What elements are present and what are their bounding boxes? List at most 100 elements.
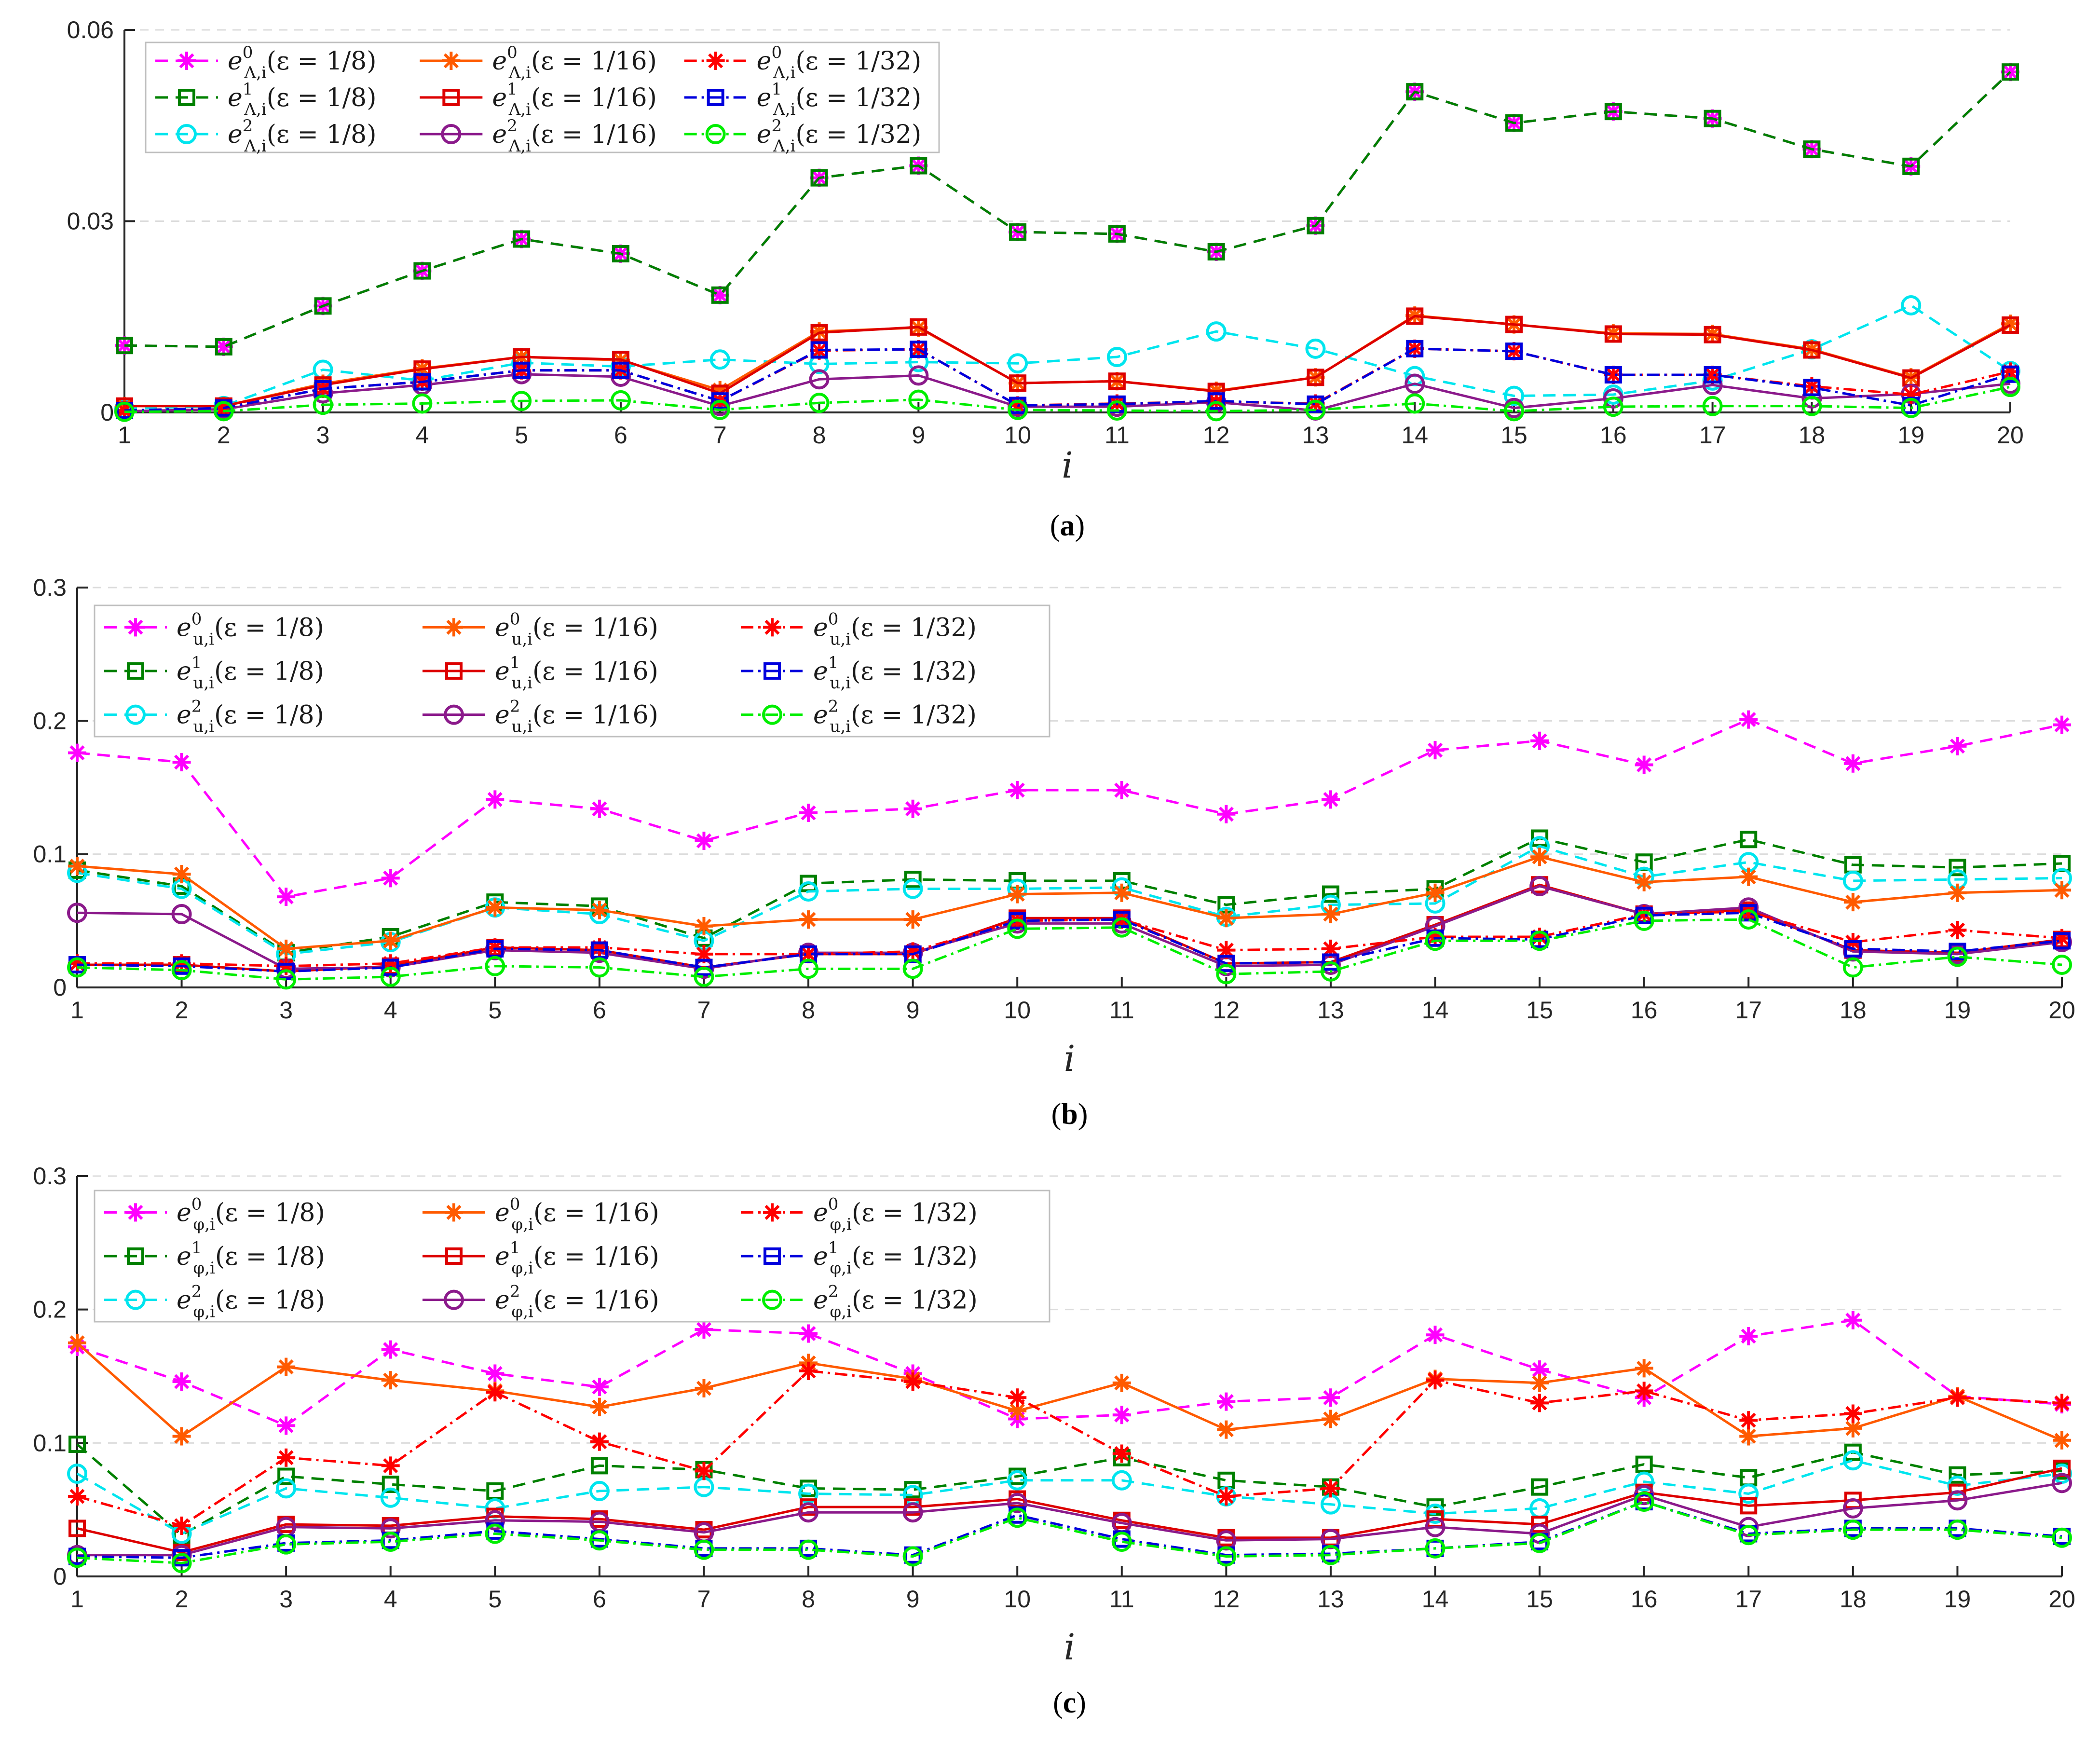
data-point: [2053, 715, 2071, 734]
legend-entry-e2_eps32: e2 u,i(ε = 1/32): [741, 697, 977, 737]
legend-label-e: e: [177, 701, 191, 730]
data-point: [1803, 140, 1821, 158]
legend-entry-e2_eps8: e2 φ,i(ε = 1/8): [104, 1282, 325, 1322]
x-tick-label: 13: [1302, 422, 1329, 449]
series-line: [77, 1481, 2062, 1557]
data-point: [2053, 1431, 2071, 1450]
data-point: [1843, 1419, 1862, 1438]
legend-label-sub: u,i: [830, 673, 851, 693]
data-point: [903, 799, 922, 818]
data-point: [1217, 941, 1236, 959]
data-point: [810, 341, 828, 359]
data-point: [908, 365, 929, 386]
data-point: [1803, 379, 1821, 397]
legend-label-sup: 1: [771, 80, 782, 99]
data-point: [1007, 1507, 1028, 1528]
data-point: [277, 1357, 296, 1376]
series-e0_eps16: [68, 1333, 2071, 1450]
legend-label-e: e: [813, 613, 828, 642]
data-point: [513, 230, 531, 248]
legend-entry-e2_eps8: e2 Λ,i(ε = 1/8): [155, 116, 377, 156]
data-point: [1634, 1471, 1654, 1492]
legend-label-sup: 2: [510, 1282, 520, 1301]
legend-entry-e0_eps16: e0 φ,i(ε = 1/16): [423, 1194, 659, 1234]
legend-label-sup: 0: [828, 1194, 839, 1214]
data-point: [1112, 1373, 1131, 1392]
data-point: [1426, 1326, 1445, 1344]
legend-label-e: e: [228, 120, 243, 149]
caption-letter: c: [1063, 1686, 1077, 1719]
legend-label: e0 φ,i(ε = 1/8): [177, 1194, 325, 1234]
data-point: [2001, 362, 2019, 381]
data-point: [1108, 225, 1126, 243]
legend-swatch-marker: [762, 704, 782, 725]
data-point: [277, 1467, 295, 1485]
x-axis-label: i: [1062, 445, 1073, 486]
data-point: [1738, 1525, 1759, 1546]
series-e0_eps32: [68, 902, 2071, 975]
x-tick-label: 7: [697, 997, 711, 1024]
x-tick-label: 5: [488, 1586, 502, 1613]
data-point: [694, 966, 714, 987]
legend-label-sub: Λ,i: [773, 100, 795, 119]
x-tick-label: 8: [802, 997, 815, 1024]
legend-label-sup: 1: [507, 80, 518, 99]
legend-label-sup: 2: [191, 697, 202, 716]
data-point: [1635, 1382, 1653, 1400]
legend-entry-e2_eps8: e2 u,i(ε = 1/8): [104, 697, 324, 737]
data-point: [2053, 929, 2071, 947]
data-point: [1702, 396, 1723, 416]
legend-entry-e2_eps16: e2 Λ,i(ε = 1/16): [420, 116, 657, 156]
legend-label-sub: Λ,i: [773, 137, 795, 156]
data-point: [1635, 1359, 1653, 1378]
legend-label-e: e: [177, 657, 191, 686]
data-point: [1112, 1406, 1131, 1424]
legend-label-eps: (ε = 1/16): [531, 47, 657, 76]
legend-swatch-marker: [177, 52, 196, 70]
data-point: [710, 286, 729, 304]
legend-label-e: e: [495, 657, 510, 686]
data-point: [213, 401, 234, 422]
data-point: [1947, 1520, 1968, 1540]
data-point: [810, 324, 828, 342]
legend-entry-e2_eps32: e2 Λ,i(ε = 1/32): [684, 116, 921, 156]
legend-swatch-marker: [442, 89, 460, 106]
legend-label: e2 u,i(ε = 1/16): [495, 697, 658, 737]
data-point: [1322, 885, 1339, 903]
data-point: [612, 245, 629, 262]
data-point: [1949, 859, 1966, 876]
data-point: [171, 904, 192, 925]
x-tick-label: 10: [1004, 422, 1031, 449]
legend-label-eps: (ε = 1/32): [795, 47, 921, 76]
legend-label-eps: (ε = 1/16): [533, 1198, 659, 1227]
data-point: [1530, 848, 1549, 866]
data-point: [1902, 157, 1920, 175]
data-point: [809, 393, 830, 413]
data-point: [810, 169, 828, 187]
legend-entry-e2_eps16: e2 u,i(ε = 1/16): [423, 697, 658, 737]
data-point: [485, 1523, 505, 1544]
data-point: [590, 799, 609, 818]
legend-label-eps: (ε = 1/32): [851, 657, 977, 686]
legend-entry-e0_eps16: e0 Λ,i(ε = 1/16): [420, 43, 657, 82]
data-point: [1113, 911, 1131, 929]
x-tick-label: 19: [1944, 1586, 1971, 1613]
data-point: [68, 1333, 86, 1352]
x-tick-label: 17: [1699, 422, 1726, 449]
legend-swatch-marker: [445, 662, 463, 680]
data-point: [382, 1476, 399, 1493]
legend-label-sub: φ,i: [193, 1215, 215, 1234]
series-line: [76, 1459, 2062, 1535]
series-e2_eps32: [114, 377, 2020, 422]
legend-label-e: e: [757, 120, 772, 149]
legend-label: e2 φ,i(ε = 1/8): [177, 1282, 325, 1322]
legend-label-sub: Λ,i: [508, 137, 531, 156]
legend: e0 u,i(ε = 1/8)e1 u,i(ε = 1/8)e2 u,i(ε = 1/…: [94, 604, 1050, 738]
legend-label-eps: (ε = 1/8): [215, 1286, 325, 1315]
data-point: [276, 1478, 297, 1499]
legend-label-sub: φ,i: [193, 1302, 215, 1322]
data-point: [68, 857, 86, 876]
data-point: [1306, 394, 1325, 413]
data-point: [1216, 1546, 1237, 1567]
data-point: [910, 157, 927, 175]
